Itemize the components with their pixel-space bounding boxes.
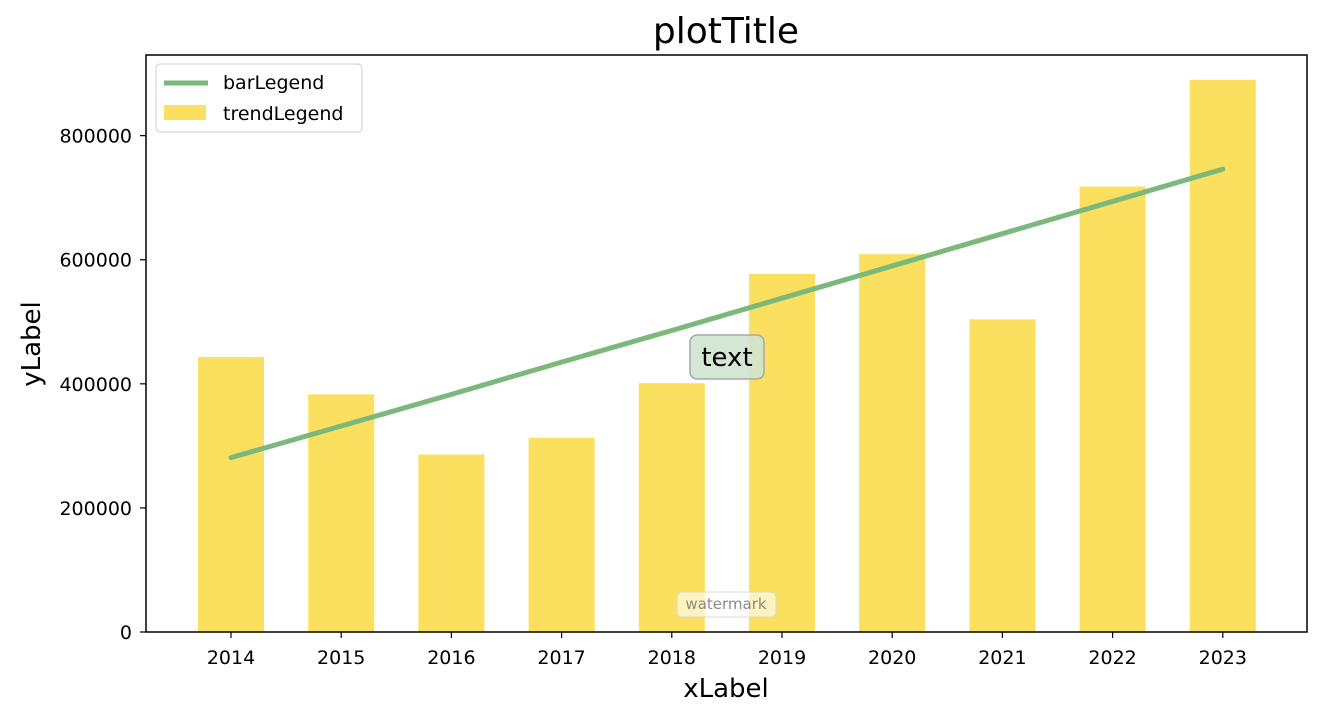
x-tick-label: 2022: [1088, 647, 1136, 669]
trend-line-layer: [228, 166, 1226, 461]
bar-2016: [418, 454, 485, 632]
annotation-box: [689, 334, 765, 380]
bars-layer: [198, 79, 1256, 633]
y-tick-label: 200000: [59, 498, 132, 520]
watermark-text: watermark: [685, 595, 766, 613]
x-tick-label: 2021: [978, 647, 1026, 669]
trend-line: [228, 166, 1226, 461]
bar-2020: [859, 254, 926, 632]
bar-2019: [749, 274, 815, 632]
y-tick-label: 600000: [59, 250, 132, 272]
x-tick-label: 2019: [758, 647, 806, 669]
plot-frame: [145, 54, 1308, 633]
legend-label-line: barLegend: [223, 72, 324, 94]
bar-2022: [1079, 186, 1146, 632]
y-tick-label: 400000: [59, 374, 132, 396]
y-tick-label: 800000: [59, 126, 132, 148]
bar-2021: [969, 319, 1036, 632]
bar-2014: [198, 357, 264, 632]
annotation: text: [689, 334, 765, 380]
chart-title: plotTitle: [653, 11, 799, 52]
x-tick-label: 2020: [868, 647, 916, 669]
x-tick-label: 2015: [317, 647, 365, 669]
watermark-box: [676, 591, 777, 618]
bar-2015: [308, 394, 375, 632]
x-tick-label: 2017: [537, 647, 585, 669]
legend: barLegend trendLegend: [155, 63, 363, 133]
y-tick-label: 0: [120, 622, 132, 644]
legend-bar-swatch: [164, 105, 206, 120]
x-tick-label: 2016: [427, 647, 475, 669]
x-tick-label: 2018: [648, 647, 696, 669]
legend-label-bar: trendLegend: [223, 103, 343, 125]
axis-ticks: 2014 2015 2016 2017 2018 2019 2020 2021 2022 2023…: [59, 126, 1247, 669]
x-tick-label: 2014: [207, 647, 255, 669]
bar-2018: [638, 383, 705, 632]
watermark: watermark: [676, 591, 777, 618]
x-tick-label: 2023: [1199, 647, 1247, 669]
bar-2023: [1189, 79, 1256, 633]
bar-2017: [528, 437, 595, 632]
x-axis-title: xLabel: [683, 674, 769, 704]
y-axis-title: yLabel: [17, 301, 47, 387]
annotation-text: text: [701, 343, 752, 373]
